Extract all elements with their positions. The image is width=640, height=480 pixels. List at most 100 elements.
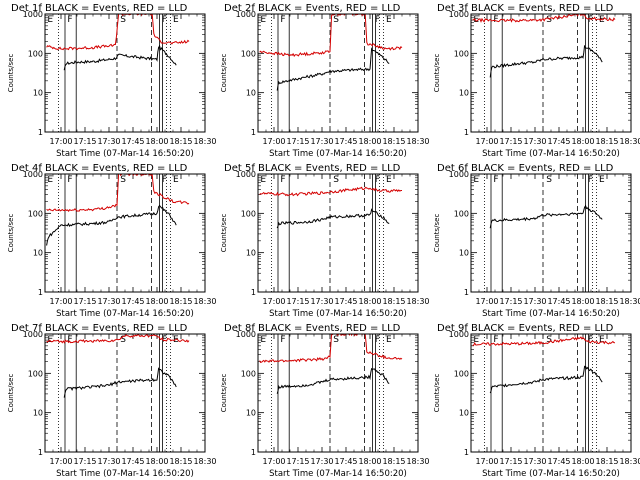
lld-series-line <box>472 14 616 23</box>
x-axis-label: Start Time (07-Mar-14 16:50:20) <box>56 309 194 319</box>
panel-title: Det 2f BLACK = Events, RED = LLD <box>224 3 401 14</box>
x-tick-label: 17:00 <box>262 297 285 306</box>
x-tick-label: 18:30 <box>406 297 429 306</box>
detector-panel-6: Det 6f BLACK = Events, RED = LLD Counts/s… <box>433 163 640 319</box>
x-tick-label: 18:30 <box>619 137 640 146</box>
x-tick-label: 17:15 <box>286 457 309 466</box>
region-letter: S <box>546 15 552 25</box>
detector-panel-4: Det 4f BLACK = Events, RED = LLD Counts/s… <box>7 163 217 319</box>
y-tick-label: 10 <box>246 249 256 258</box>
detector-panel-5: Det 5f BLACK = Events, RED = LLD Counts/s… <box>220 163 430 319</box>
plot-frame <box>257 173 419 293</box>
x-tick-label: 18:15 <box>382 137 405 146</box>
x-tick-label: 17:30 <box>310 297 333 306</box>
panel-title: Det 6f BLACK = Events, RED = LLD <box>437 163 614 174</box>
region-letter: E <box>260 175 266 185</box>
y-tick-label: 1 <box>464 448 469 457</box>
x-tick-label: 18:30 <box>619 457 640 466</box>
panel-title: Det 4f BLACK = Events, RED = LLD <box>11 163 188 174</box>
x-tick-label: 18:15 <box>169 137 192 146</box>
y-tick-label: 100 <box>28 49 43 58</box>
plot-frame <box>257 333 419 453</box>
region-letter: E <box>473 335 479 345</box>
x-tick-label: 17:30 <box>97 297 120 306</box>
region-letter: F <box>67 175 72 185</box>
y-axis-label: Counts/sec <box>433 54 441 93</box>
region-letter: F <box>493 175 498 185</box>
x-tick-label: 17:15 <box>499 297 522 306</box>
region-letter: F <box>67 335 72 345</box>
y-axis-label: Counts/sec <box>220 214 228 253</box>
region-letter: E <box>260 335 266 345</box>
x-tick-label: 18:00 <box>571 457 594 466</box>
x-tick-label: 18:00 <box>571 297 594 306</box>
region-letter: E <box>386 15 392 25</box>
x-axis-label: Start Time (07-Mar-14 16:50:20) <box>269 149 407 159</box>
plot-frame <box>44 173 206 293</box>
panel-title: Det 8f BLACK = Events, RED = LLD <box>224 323 401 334</box>
y-tick-label: 10 <box>459 89 469 98</box>
plot-frame <box>470 173 632 293</box>
region-letter: E <box>386 335 392 345</box>
region-letter: E <box>47 335 53 345</box>
region-letter: E <box>473 175 479 185</box>
plot-frame <box>44 333 206 453</box>
x-tick-label: 18:15 <box>595 457 618 466</box>
plot-frame <box>470 13 632 133</box>
x-axis-label: Start Time (07-Mar-14 16:50:20) <box>269 309 407 319</box>
region-letter: F <box>280 175 285 185</box>
region-letter: F <box>375 15 380 25</box>
y-tick-label: 1 <box>251 128 256 137</box>
panel-title: Det 7f BLACK = Events, RED = LLD <box>11 323 188 334</box>
x-tick-label: 17:45 <box>334 457 357 466</box>
detector-panel-1: Det 1f BLACK = Events, RED = LLD Counts/s… <box>7 3 217 159</box>
region-letter: F <box>588 335 593 345</box>
events-series-line <box>489 45 603 78</box>
events-series-line <box>276 47 390 91</box>
x-tick-label: 18:15 <box>169 457 192 466</box>
region-letter: F <box>588 15 593 25</box>
x-tick-label: 17:30 <box>97 137 120 146</box>
y-tick-label: 1 <box>464 288 469 297</box>
x-tick-label: 17:00 <box>475 457 498 466</box>
x-tick-label: 18:30 <box>406 457 429 466</box>
x-tick-label: 17:30 <box>523 297 546 306</box>
x-tick-label: 18:30 <box>406 137 429 146</box>
x-tick-label: 17:15 <box>73 137 96 146</box>
x-tick-label: 18:30 <box>193 297 216 306</box>
y-tick-label: 1000 <box>449 10 469 19</box>
y-tick-label: 100 <box>241 49 256 58</box>
x-tick-label: 17:45 <box>547 137 570 146</box>
x-tick-label: 17:30 <box>310 457 333 466</box>
region-letter: F <box>493 15 498 25</box>
x-tick-label: 18:00 <box>358 137 381 146</box>
region-letter: F <box>162 175 167 185</box>
y-axis-label: Counts/sec <box>433 214 441 253</box>
x-tick-label: 18:15 <box>595 297 618 306</box>
y-tick-label: 10 <box>33 409 43 418</box>
y-tick-label: 1 <box>38 448 43 457</box>
region-letter: E <box>260 15 266 25</box>
panel-title: Det 9f BLACK = Events, RED = LLD <box>437 323 614 334</box>
x-tick-label: 17:45 <box>334 297 357 306</box>
y-tick-label: 100 <box>241 209 256 218</box>
x-tick-label: 17:45 <box>121 457 144 466</box>
region-letter: E <box>47 175 53 185</box>
region-letter: S <box>120 175 126 185</box>
y-tick-label: 1000 <box>236 170 256 179</box>
x-tick-label: 17:00 <box>262 457 285 466</box>
y-tick-label: 1 <box>251 288 256 297</box>
y-tick-label: 1 <box>38 288 43 297</box>
detector-panel-3: Det 3f BLACK = Events, RED = LLD Counts/s… <box>433 3 640 159</box>
y-tick-label: 10 <box>33 249 43 258</box>
region-letter: S <box>333 335 339 345</box>
y-tick-label: 1000 <box>23 170 43 179</box>
panel-title: Det 5f BLACK = Events, RED = LLD <box>224 163 401 174</box>
y-axis-label: Counts/sec <box>220 374 228 413</box>
y-tick-label: 100 <box>28 209 43 218</box>
region-letter: E <box>173 15 179 25</box>
y-tick-label: 1000 <box>236 10 256 19</box>
region-letter: F <box>280 15 285 25</box>
events-series-line <box>63 44 177 71</box>
